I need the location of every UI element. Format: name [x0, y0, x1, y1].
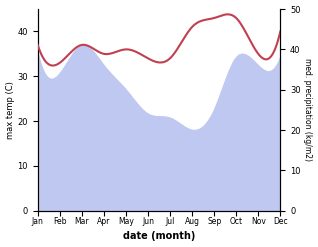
X-axis label: date (month): date (month): [123, 231, 195, 242]
Y-axis label: max temp (C): max temp (C): [5, 81, 15, 139]
Y-axis label: med. precipitation (kg/m2): med. precipitation (kg/m2): [303, 58, 313, 161]
